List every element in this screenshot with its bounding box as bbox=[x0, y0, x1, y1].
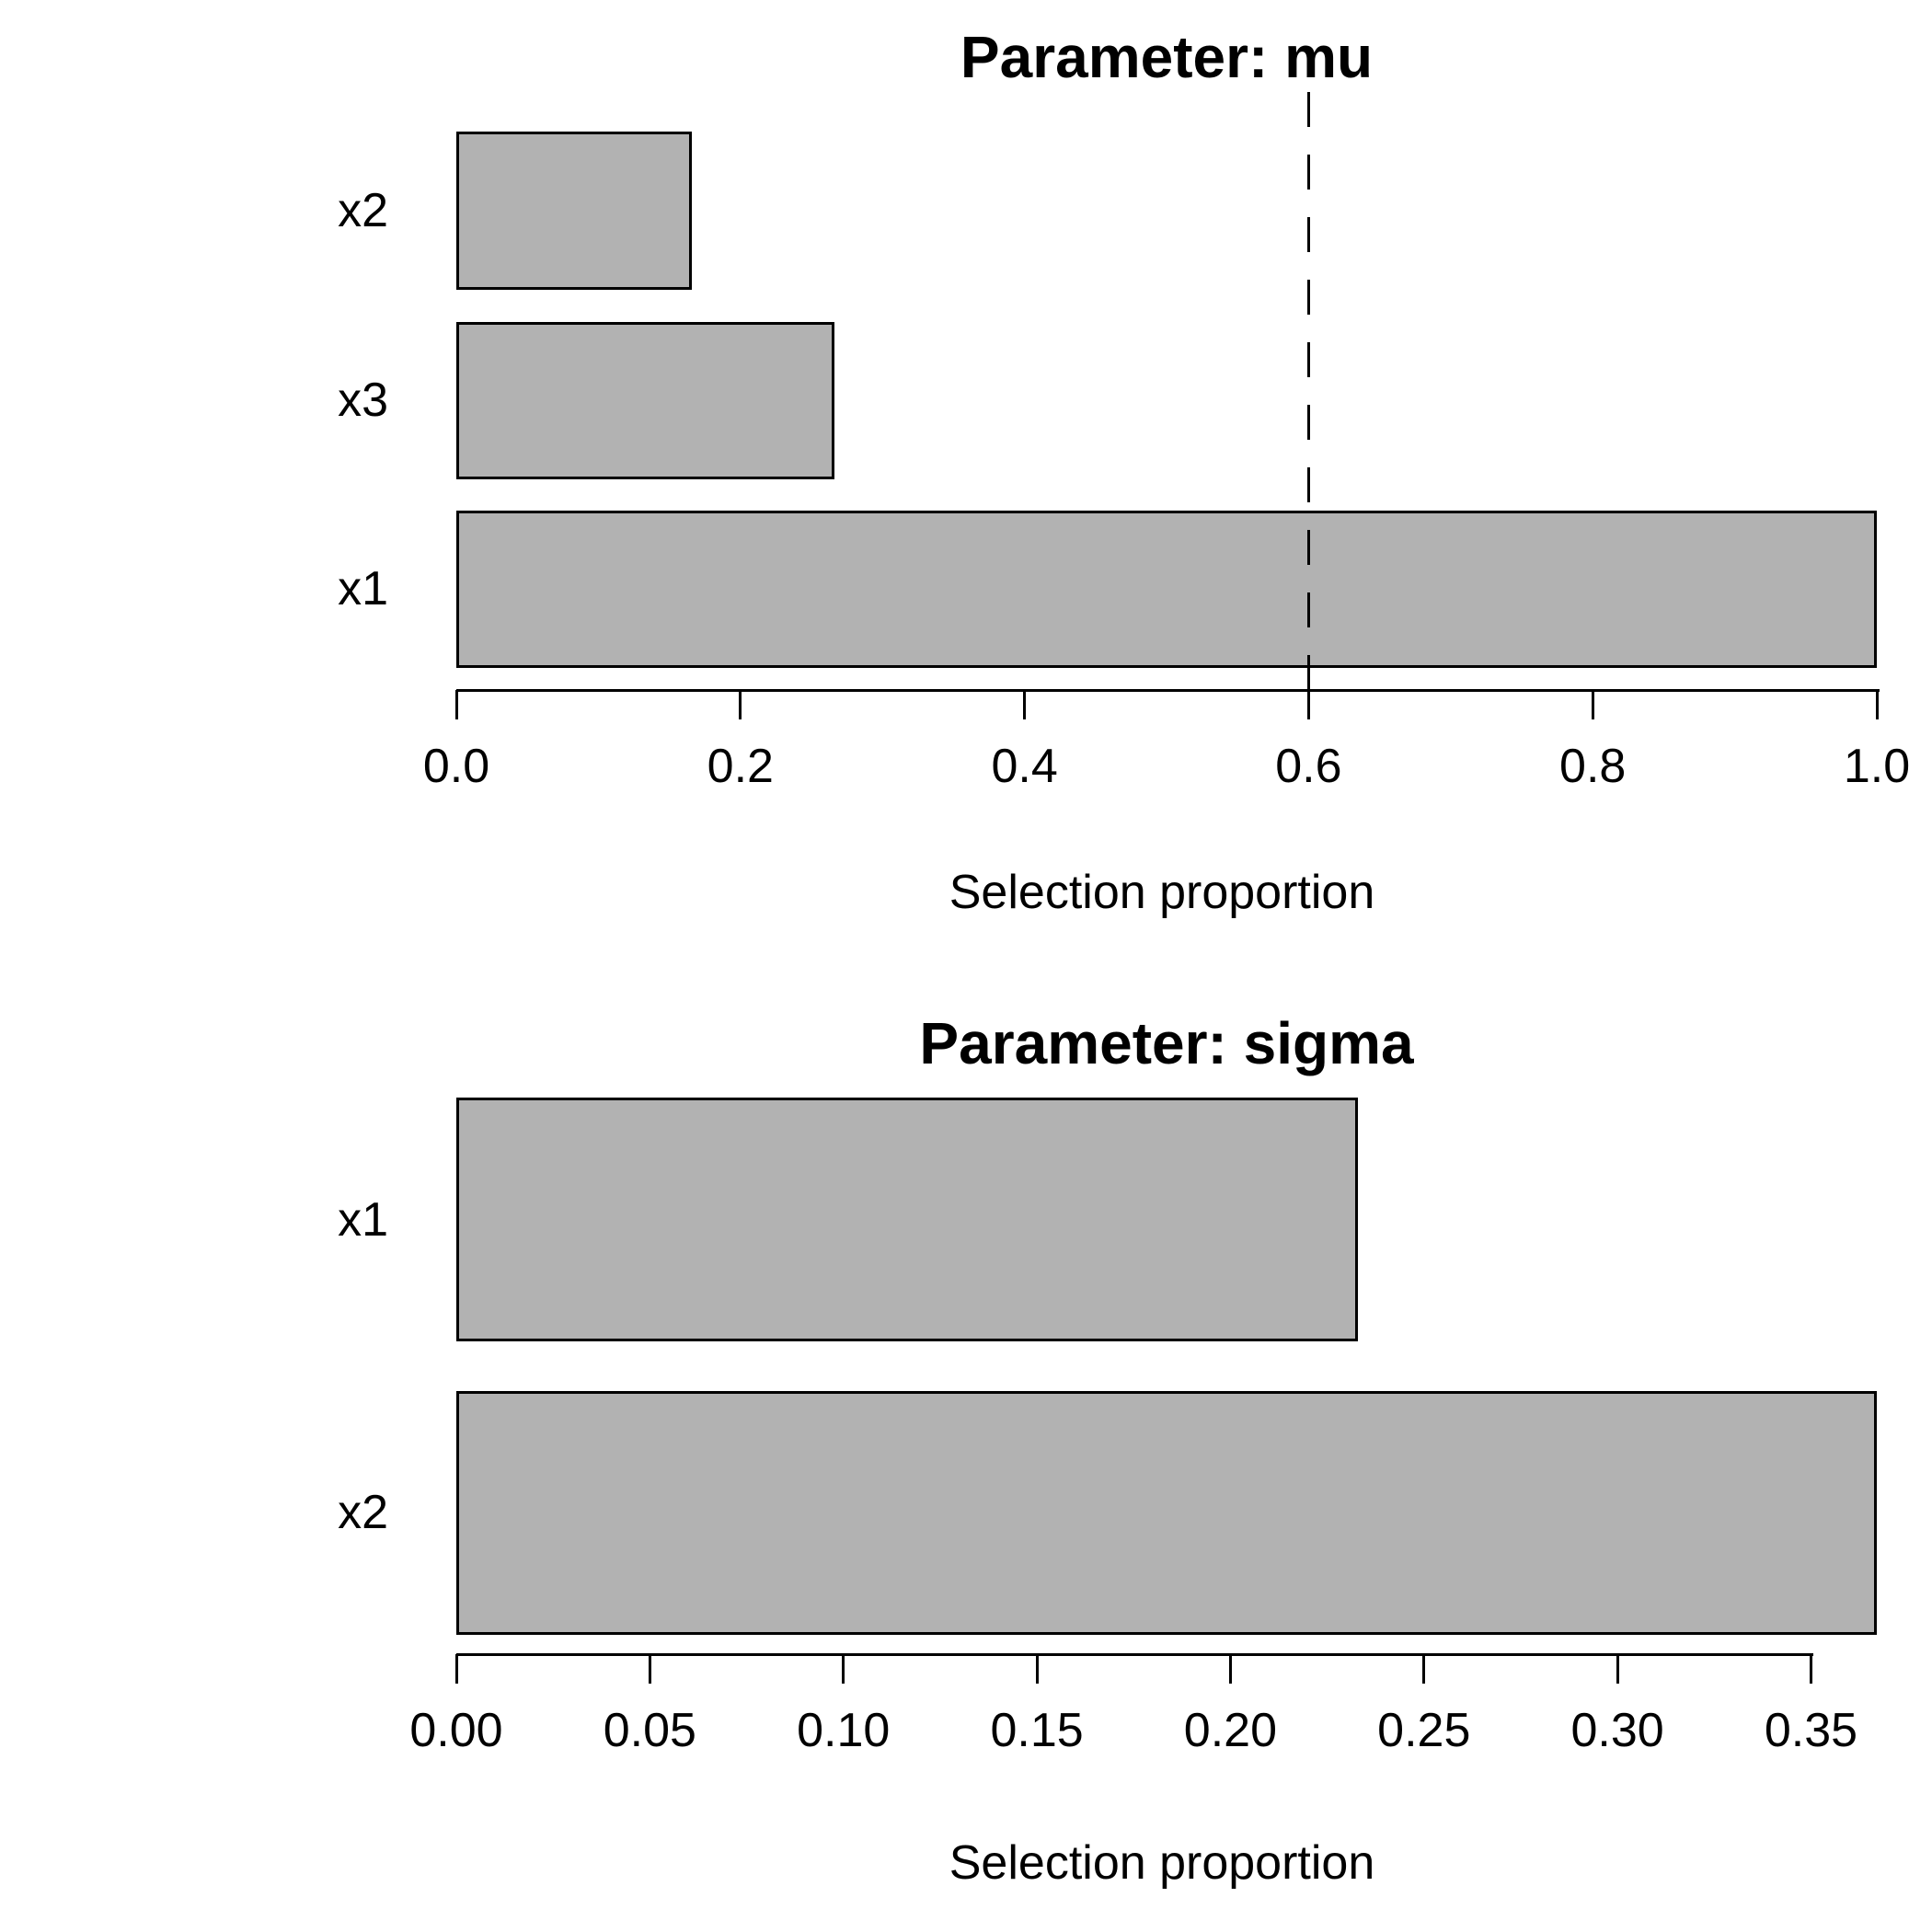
bar bbox=[456, 1098, 1359, 1341]
chart-title: Parameter: mu bbox=[960, 24, 1374, 90]
x-axis-tick bbox=[1228, 1654, 1232, 1684]
x-axis-tick bbox=[1422, 1654, 1426, 1684]
bar bbox=[456, 321, 834, 479]
x-axis-tick-label: 0.0 bbox=[422, 740, 490, 793]
x-axis-line bbox=[456, 1652, 1814, 1656]
x-axis-tick-label: 0.6 bbox=[1275, 740, 1342, 793]
x-axis-tick-label: 0.25 bbox=[1377, 1704, 1471, 1757]
x-axis-tick bbox=[1035, 1654, 1039, 1684]
x-axis-tick bbox=[1875, 690, 1879, 719]
category-label: x2 bbox=[338, 1486, 388, 1539]
x-axis-tick-label: 0.20 bbox=[1183, 1704, 1278, 1757]
bar bbox=[456, 1390, 1877, 1635]
x-axis-tick-label: 0.4 bbox=[991, 740, 1058, 793]
category-label: x1 bbox=[338, 1192, 388, 1247]
x-axis-tick bbox=[454, 1654, 458, 1684]
x-axis-tick-label: 0.35 bbox=[1764, 1704, 1858, 1757]
category-label: x1 bbox=[338, 562, 388, 616]
category-label: x2 bbox=[338, 183, 388, 237]
x-axis-label: Selection proportion bbox=[949, 866, 1375, 919]
x-axis-tick-label: 0.10 bbox=[797, 1704, 891, 1757]
chart-title: Parameter: sigma bbox=[919, 1010, 1414, 1076]
x-axis-tick-label: 0.30 bbox=[1570, 1704, 1664, 1757]
category-label: x3 bbox=[338, 374, 388, 428]
bar bbox=[456, 510, 1877, 668]
x-axis-tick bbox=[1023, 690, 1027, 719]
x-axis-tick bbox=[1616, 1654, 1619, 1684]
x-axis-tick-label: 0.15 bbox=[990, 1704, 1084, 1757]
x-axis-line bbox=[456, 688, 1880, 692]
x-axis-tick bbox=[454, 690, 458, 719]
x-axis-tick bbox=[1591, 690, 1594, 719]
x-axis-tick bbox=[1306, 690, 1310, 719]
x-axis-tick-label: 1.0 bbox=[1843, 740, 1911, 793]
x-axis-label: Selection proportion bbox=[949, 1836, 1375, 1890]
x-axis-tick-label: 0.2 bbox=[707, 740, 774, 793]
x-axis-tick bbox=[648, 1654, 651, 1684]
x-axis-tick bbox=[842, 1654, 845, 1684]
x-axis-tick-label: 0.05 bbox=[603, 1704, 696, 1757]
x-axis-tick bbox=[1809, 1654, 1812, 1684]
threshold-line bbox=[1306, 92, 1310, 692]
bar bbox=[456, 132, 693, 290]
x-axis-tick-label: 0.00 bbox=[409, 1704, 503, 1757]
x-axis-tick-label: 0.8 bbox=[1559, 740, 1627, 793]
x-axis-tick bbox=[739, 690, 742, 719]
